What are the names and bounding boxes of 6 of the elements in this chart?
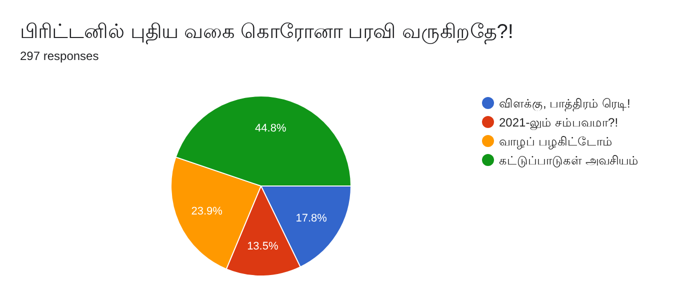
subtitle: 297 responses (20, 49, 99, 63)
legend-label: கட்டுப்பாடுகள் அவசியம் (499, 154, 638, 168)
legend-label: வாழப் பழகிட்டோம் (499, 134, 612, 148)
legend-label: விளக்கு, பாத்திரம் ரெடி! (499, 96, 630, 110)
title: பிரிட்டனில் புதிய வகை கொரோனா பரவி வருகிறதே?! (20, 21, 514, 43)
legend-label: 2021-லும் சம்பவமா?! (499, 116, 618, 130)
